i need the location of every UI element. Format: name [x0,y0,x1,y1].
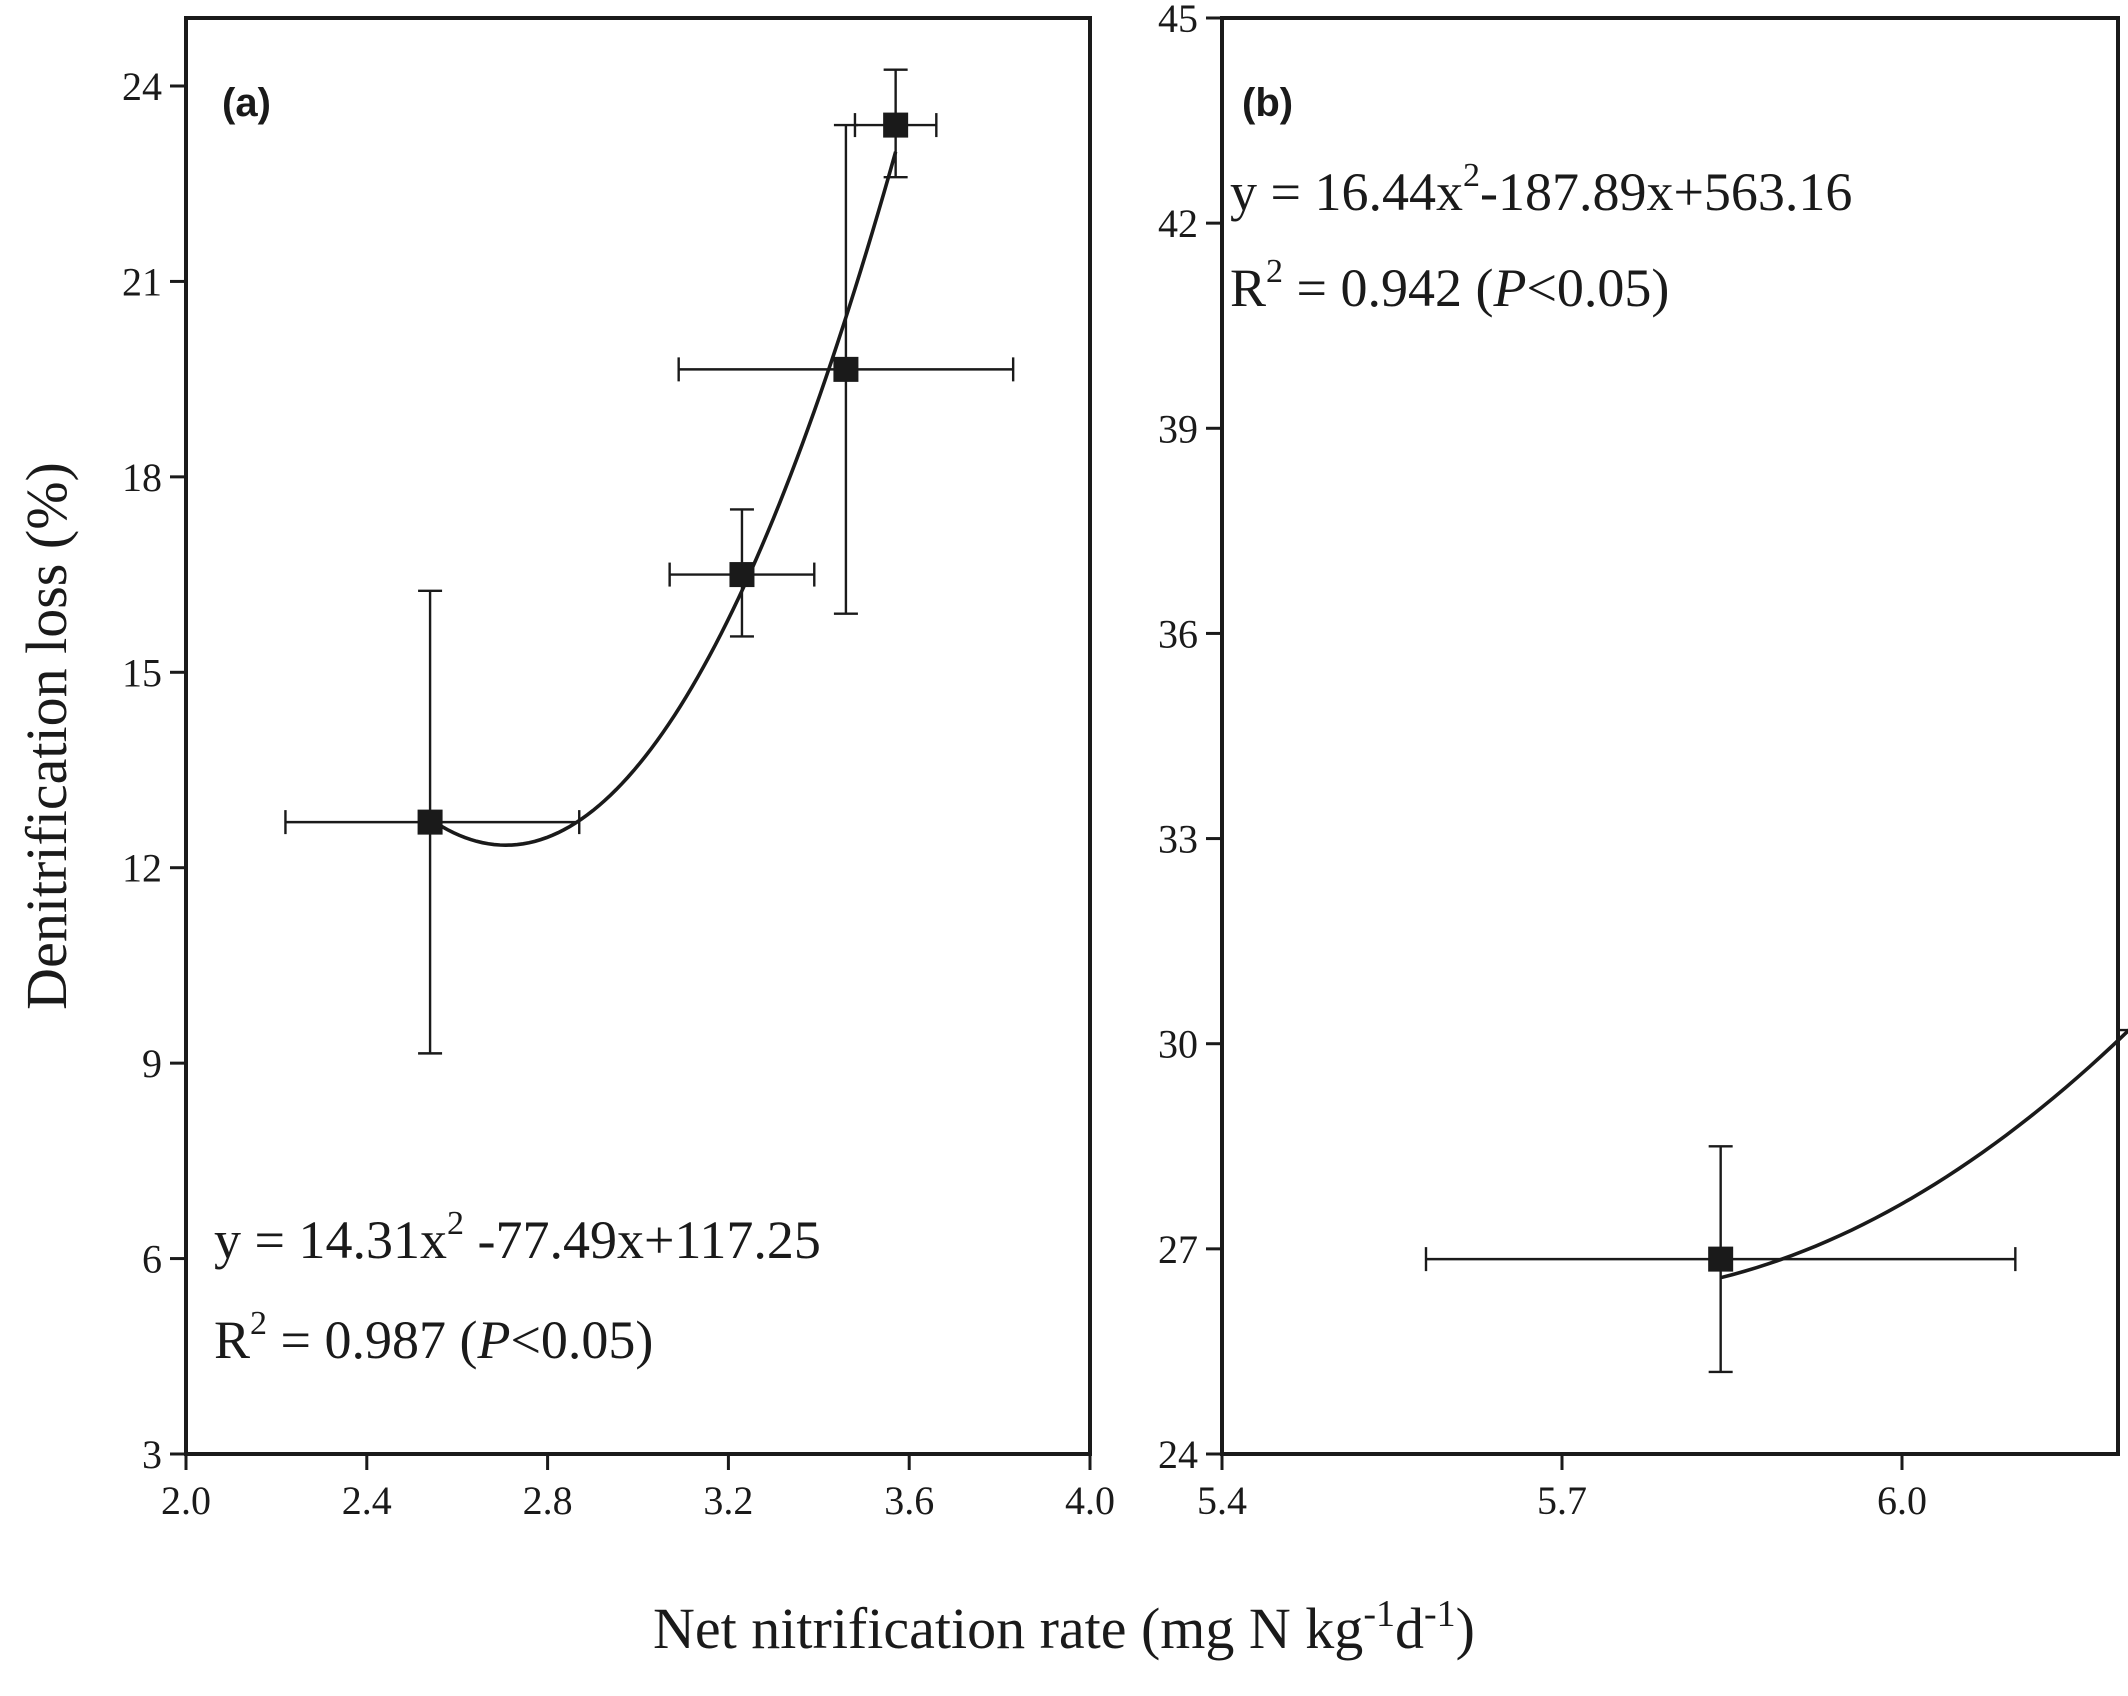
panel-b-point-0 [1708,1246,1734,1272]
panel-a-point-1 [729,562,755,588]
panel-b-fit-curve [1720,1028,2128,1280]
panel-a-y-tick-label-2: 9 [142,1041,162,1086]
panel-a-y-tick-label-0: 3 [142,1432,162,1477]
panel-a-x-tick-label-0: 2.0 [161,1478,211,1523]
panel-b-y-tick-label-6: 42 [1158,201,1198,246]
panel-b-y-tick-label-7: 45 [1158,0,1198,41]
panel-a-axes: 2.0 2.4 2.8 3.2 3.6 4.0 3 6 9 12 15 18 21 24 [122,64,1115,1523]
panel-a-label: (a) [222,81,271,125]
panel-a-error-bars [284,68,1015,1055]
panel-a-y-tick-label-5: 18 [122,455,162,500]
panel-a-x-tick-label-2: 2.8 [523,1478,573,1523]
panel-a-point-2 [833,356,859,382]
panel-a-point-0 [417,809,443,835]
panel-a-points [417,112,909,835]
panel-b-y-tick-label-5: 39 [1158,406,1198,451]
panel-b-r2: R2 = 0.942 (P<0.05) [1230,253,1669,318]
panel-a-x-tick-label-1: 2.4 [342,1478,392,1523]
panel-b-x-tick-label-2: 6.0 [1877,1478,1927,1523]
panel-b-y-tick-label-1: 27 [1158,1227,1198,1272]
panel-b-y-tick-label-3: 33 [1158,817,1198,862]
panel-a-x-tick-label-3: 3.2 [703,1478,753,1523]
panel-a: 2.0 2.4 2.8 3.2 3.6 4.0 3 6 9 12 15 18 21 24 (a) y = … [122,16,1115,1523]
panel-b-x-tick-label-0: 5.4 [1197,1478,1247,1523]
panel-b: 5.45.76.06.36.66.92427303336394245 (b) y… [1158,0,2128,1523]
panel-b-y-tick-label-2: 30 [1158,1022,1198,1067]
panel-a-frame [184,16,1092,1456]
panel-a-y-tick-label-3: 12 [122,846,162,891]
panel-b-error-bars [1424,1018,2128,1374]
panel-a-fit-curve [429,151,898,847]
panel-b-y-tick-label-4: 36 [1158,611,1198,656]
panel-a-y-tick-label-4: 15 [122,650,162,695]
panel-a-x-tick-label-5: 4.0 [1065,1478,1115,1523]
panel-b-x-tick-label-1: 5.7 [1537,1478,1587,1523]
panel-a-x-tick-label-4: 3.6 [884,1478,934,1523]
panel-a-y-tick-label-6: 21 [122,259,162,304]
panel-a-y-tick-label-7: 24 [122,64,162,109]
panel-a-y-tick-label-1: 6 [142,1237,162,1282]
panel-a-equation: y = 14.31x2 -77.49x+117.25 [214,1205,821,1270]
panel-b-axes: 5.45.76.06.36.66.92427303336394245 [1158,0,1927,1523]
panel-b-points [1708,1246,1734,1272]
panel-b-frame [1220,16,2120,1456]
panel-a-r2: R2 = 0.987 (P<0.05) [214,1305,653,1370]
panel-b-label: (b) [1242,81,1293,125]
panel-b-y-tick-label-0: 24 [1158,1432,1198,1477]
panel-b-error-bar-1 [2116,1018,2128,1043]
panel-a-point-3 [883,112,909,138]
panel-b-equation: y = 16.44x2-187.89x+563.16 [1230,157,1852,222]
y-axis-title: Denitrification loss (%) [14,462,79,1010]
x-axis-title: Net nitrification rate (mg N kg-1d-1) [653,1593,1475,1661]
